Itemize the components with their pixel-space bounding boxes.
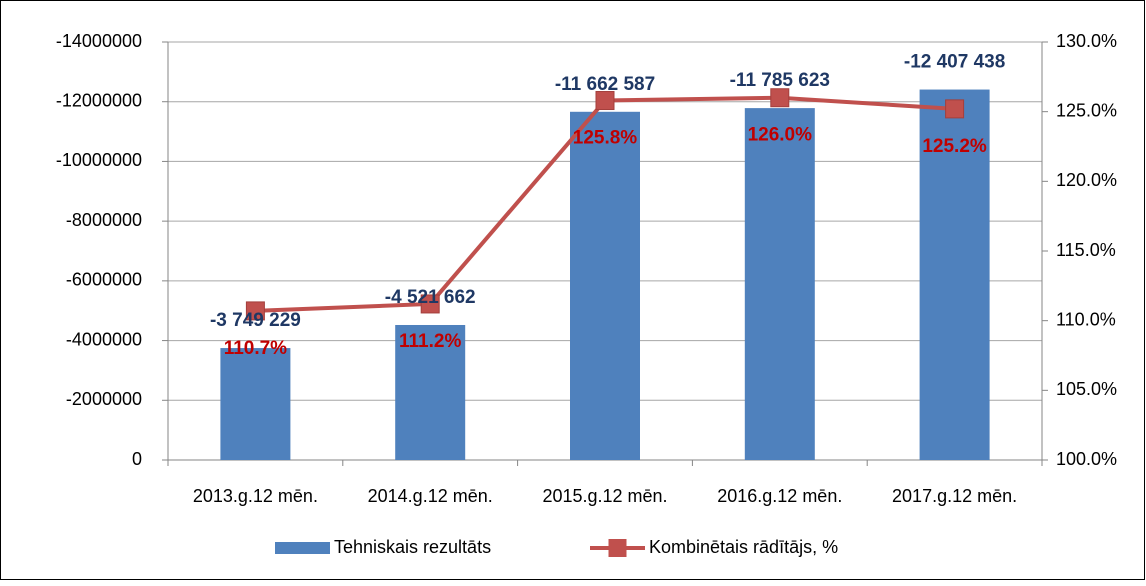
y2-tick-label: 115.0% [1056, 240, 1116, 260]
x-tick-label: 2015.g.12 mēn. [542, 486, 667, 506]
marker [420, 294, 440, 314]
bar [395, 324, 466, 460]
marker [245, 301, 265, 321]
y2-tick-label: 110.0% [1056, 309, 1116, 329]
legend-swatch [275, 542, 330, 554]
y-tick-label: -2000000 [66, 389, 142, 409]
bar-value-label: -4 521 662 [385, 287, 476, 308]
y-tick-label: -10000000 [56, 150, 142, 170]
line-value-label: 110.7% [224, 338, 287, 359]
marker [770, 88, 790, 108]
y-tick-label: 0 [132, 449, 142, 469]
line-value-label: 111.2% [399, 331, 461, 352]
bar [744, 108, 815, 461]
y2-tick-label: 120.0% [1056, 170, 1117, 190]
y-tick-label: -14000000 [56, 31, 142, 51]
legend-label: Kombinētais rādītājs, % [649, 537, 838, 557]
y2-tick-label: 130.0% [1056, 31, 1117, 51]
y-tick-label: -4000000 [66, 329, 142, 349]
y-tick-label: -12000000 [56, 90, 142, 110]
x-tick-label: 2014.g.12 mēn. [368, 486, 493, 506]
marker [945, 99, 965, 119]
y-tick-label: -6000000 [66, 270, 142, 290]
bar [919, 89, 990, 461]
line-value-label: 126.0% [748, 125, 813, 146]
legend-label: Tehniskais rezultāts [334, 537, 491, 557]
y2-tick-label: 125.0% [1056, 100, 1117, 120]
marker [595, 91, 615, 111]
x-tick-label: 2017.g.12 mēn. [892, 486, 1017, 506]
bar-value-label: -12 407 438 [904, 52, 1005, 73]
y2-tick-label: 100.0% [1056, 449, 1117, 469]
y2-tick-label: 105.0% [1056, 379, 1117, 399]
x-tick-label: 2013.g.12 mēn. [193, 486, 318, 506]
bar [570, 111, 640, 460]
legend-marker [608, 539, 627, 557]
line-value-label: 125.2% [922, 136, 987, 157]
bar [220, 348, 291, 460]
y-tick-label: -8000000 [66, 210, 142, 230]
x-tick-label: 2016.g.12 mēn. [717, 486, 842, 506]
bar-value-label: -3 749 229 [210, 310, 301, 331]
line-value-label: 125.8% [573, 128, 638, 149]
bar-value-label: -11 662 587 [555, 74, 655, 95]
bar-value-label: -11 785 623 [730, 70, 830, 91]
